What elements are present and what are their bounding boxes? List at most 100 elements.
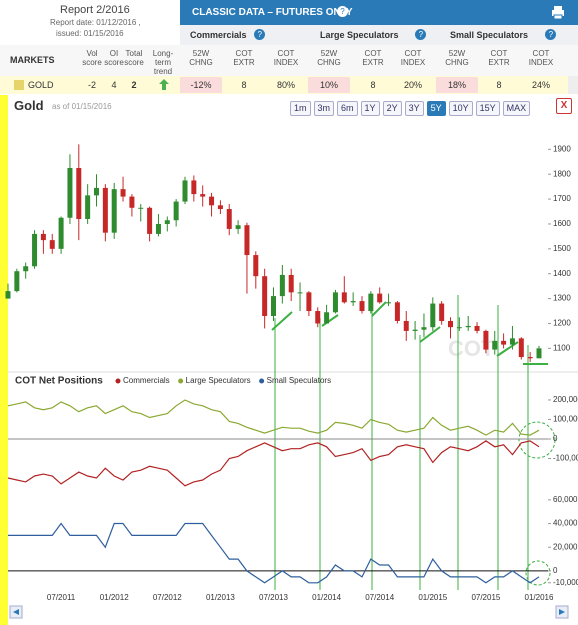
col-header: COT INDEX (400, 49, 426, 67)
cell: 8 (370, 80, 376, 90)
candle-body (492, 340, 498, 350)
candle-body (111, 189, 117, 233)
y-tick-label: 1700 (553, 194, 571, 203)
group-title: Small Speculators (450, 30, 529, 40)
y-tick-label: 1800 (553, 169, 571, 178)
arrow-left (13, 609, 19, 615)
range-button[interactable]: 10Y (448, 101, 473, 116)
candle-body (483, 330, 489, 350)
panel-title: CLASSIC DATA – FUTURES ONLY (192, 7, 353, 18)
y-tick-label: 1400 (553, 269, 571, 278)
scrollbar[interactable] (568, 76, 578, 94)
candle-body (474, 325, 480, 331)
y-tick-label: 40,000 (553, 519, 578, 528)
market-title: Gold (14, 98, 44, 113)
range-button[interactable]: 3Y (404, 101, 424, 116)
candle-body (58, 217, 64, 249)
report-title: Report 2/2016 (60, 4, 130, 16)
legend-label: Commercials (123, 376, 170, 385)
candle-body (200, 194, 206, 197)
cell: 8 (241, 80, 247, 90)
range-button[interactable]: 6m (337, 101, 358, 116)
candle-body (235, 225, 241, 229)
series-line (8, 522, 540, 584)
help[interactable]: ? (545, 29, 557, 40)
y-tick-label: 200,000 (553, 395, 578, 404)
col-header: COT EXTR (362, 49, 384, 67)
range-button[interactable]: 1m (290, 101, 311, 116)
y-tick-label: 20,000 (553, 542, 578, 551)
legend-label: Small Speculators (267, 376, 331, 385)
range-button[interactable]: 15Y (475, 101, 500, 116)
cell: 18% (436, 77, 478, 93)
y-tick-label: 1600 (553, 219, 571, 228)
candle-body (120, 189, 126, 197)
candle-body (217, 205, 223, 210)
panel-header: CLASSIC DATA – FUTURES ONLY ? (180, 0, 578, 25)
help[interactable]: ? (337, 6, 348, 17)
cot-title: COT Net Positions (15, 376, 103, 387)
candle-body (439, 303, 445, 321)
close-button[interactable]: X (556, 98, 572, 114)
candle-body (288, 274, 294, 293)
help[interactable]: ? (415, 29, 427, 40)
print-icon[interactable] (551, 6, 565, 19)
x-tick-label: 01/2015 (418, 593, 447, 602)
candle-body (85, 195, 91, 219)
col-header: 52W CHNG (445, 49, 469, 67)
market-strip (0, 95, 8, 625)
candle-body (315, 311, 321, 324)
arrow-right (559, 609, 565, 615)
series-line (7, 399, 540, 436)
candle-body (527, 357, 533, 359)
group-title: Large Speculators (320, 30, 399, 40)
candle-body (536, 348, 542, 359)
candle-body (40, 233, 46, 241)
y-tick-label: 1200 (553, 319, 571, 328)
candle-body (155, 223, 161, 234)
candle-body (102, 187, 108, 233)
candle-body (341, 292, 347, 303)
y-tick-label: 0 (553, 566, 558, 575)
range-button[interactable]: 2Y (382, 101, 402, 116)
y-tick-label: 1900 (553, 144, 571, 153)
col-header: Total score (124, 49, 144, 67)
range-button[interactable]: MAX (502, 101, 531, 116)
y-tick-label: 1500 (553, 244, 571, 253)
range-button[interactable]: 1Y (360, 101, 380, 116)
candle-body (359, 301, 365, 312)
candle-body (147, 207, 153, 234)
candle-body (32, 233, 38, 267)
y-tick-label: -10,000 (553, 578, 578, 587)
x-tick-label: 07/2011 (47, 593, 76, 602)
candle-body (501, 340, 507, 345)
candle-body (49, 240, 55, 249)
range-button[interactable]: 5Y (426, 101, 446, 116)
col-header: OI score (104, 49, 124, 67)
candle-body (191, 180, 197, 195)
group-title: Commercials (190, 30, 247, 40)
candle-body (23, 266, 29, 272)
candle-body (465, 325, 471, 328)
y-tick-label: 1300 (553, 294, 571, 303)
legend-swatch (115, 378, 121, 384)
as-of: as of 01/15/2016 (52, 102, 112, 111)
cell: 24% (531, 80, 550, 90)
candle-body (76, 167, 82, 219)
annotations (271, 295, 556, 590)
candle-body (209, 196, 215, 206)
candle-body (14, 271, 20, 292)
range-button[interactable]: 3m (313, 101, 335, 116)
candle-body (138, 207, 144, 209)
x-tick-label: 07/2013 (259, 593, 288, 602)
cell: -2 (87, 80, 96, 90)
y-tick-label: 1100 (553, 343, 571, 352)
candle-body (244, 225, 250, 256)
candle-body (456, 327, 462, 329)
help[interactable]: ? (254, 29, 266, 40)
x-tick-label: 07/2012 (153, 593, 182, 602)
col-header: COT INDEX (273, 49, 299, 67)
col-header: COT INDEX (528, 49, 554, 67)
